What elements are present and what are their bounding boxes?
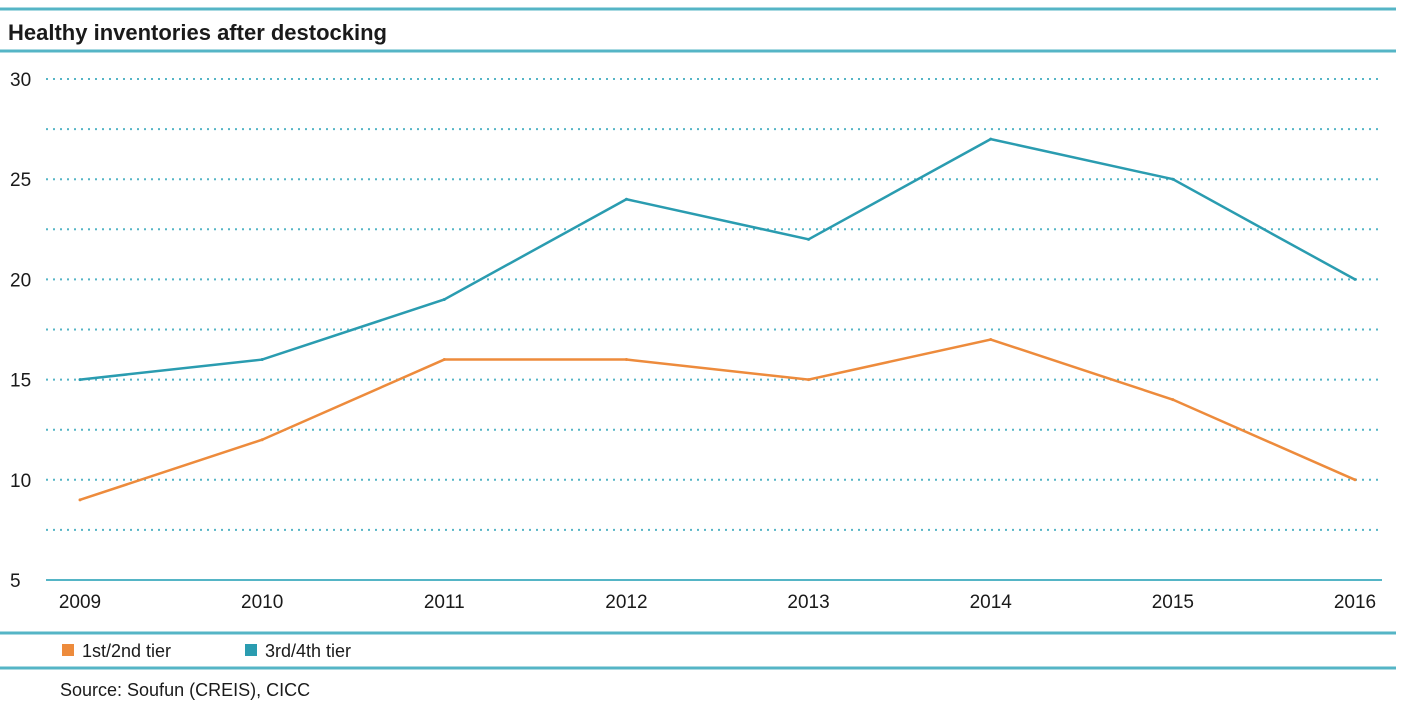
data-point bbox=[78, 498, 82, 502]
x-tick-label: 2013 bbox=[787, 592, 829, 613]
x-tick-label: 2012 bbox=[605, 592, 647, 613]
legend-swatch bbox=[245, 644, 257, 656]
data-point bbox=[624, 197, 628, 201]
x-tick-label: 2010 bbox=[241, 592, 283, 613]
data-point bbox=[260, 438, 264, 442]
data-point bbox=[989, 137, 993, 141]
grid-lines bbox=[46, 78, 1382, 531]
x-tick-label: 2009 bbox=[59, 592, 101, 613]
data-point bbox=[260, 358, 264, 362]
data-point bbox=[1171, 398, 1175, 402]
data-point bbox=[78, 378, 82, 382]
data-point bbox=[1353, 478, 1357, 482]
y-tick-label: 20 bbox=[10, 270, 31, 291]
y-tick-label: 30 bbox=[10, 70, 31, 91]
legend-label: 1st/2nd tier bbox=[82, 641, 171, 661]
data-point bbox=[1353, 277, 1357, 281]
x-tick-label: 2011 bbox=[424, 592, 465, 613]
x-tick-label: 2014 bbox=[970, 592, 1013, 613]
series-lines bbox=[78, 137, 1357, 502]
y-tick-label: 5 bbox=[10, 571, 21, 592]
y-tick-label: 15 bbox=[10, 371, 31, 392]
data-point bbox=[807, 237, 811, 241]
source-note: Source: Soufun (CREIS), CICC bbox=[60, 680, 310, 700]
y-axis-ticks: 5 10 15 20 25 30 bbox=[10, 70, 31, 592]
x-axis-ticks: 2009 2010 2011 2012 2013 2014 2015 2016 bbox=[59, 592, 1376, 613]
legend: 1st/2nd tier 3rd/4th tier bbox=[62, 641, 351, 661]
data-point bbox=[989, 338, 993, 342]
data-point bbox=[442, 297, 446, 301]
series-line-1 bbox=[79, 338, 1356, 502]
data-point bbox=[1171, 177, 1175, 181]
data-point bbox=[624, 358, 628, 362]
y-tick-label: 25 bbox=[10, 170, 31, 191]
legend-label: 3rd/4th tier bbox=[265, 641, 351, 661]
data-point bbox=[442, 358, 446, 362]
chart-title: Healthy inventories after destocking bbox=[8, 20, 387, 45]
x-tick-label: 2016 bbox=[1334, 592, 1376, 613]
series-line-2 bbox=[79, 137, 1356, 381]
legend-swatch bbox=[62, 644, 74, 656]
y-tick-label: 10 bbox=[10, 471, 31, 492]
data-point bbox=[807, 378, 811, 382]
x-tick-label: 2015 bbox=[1152, 592, 1194, 613]
